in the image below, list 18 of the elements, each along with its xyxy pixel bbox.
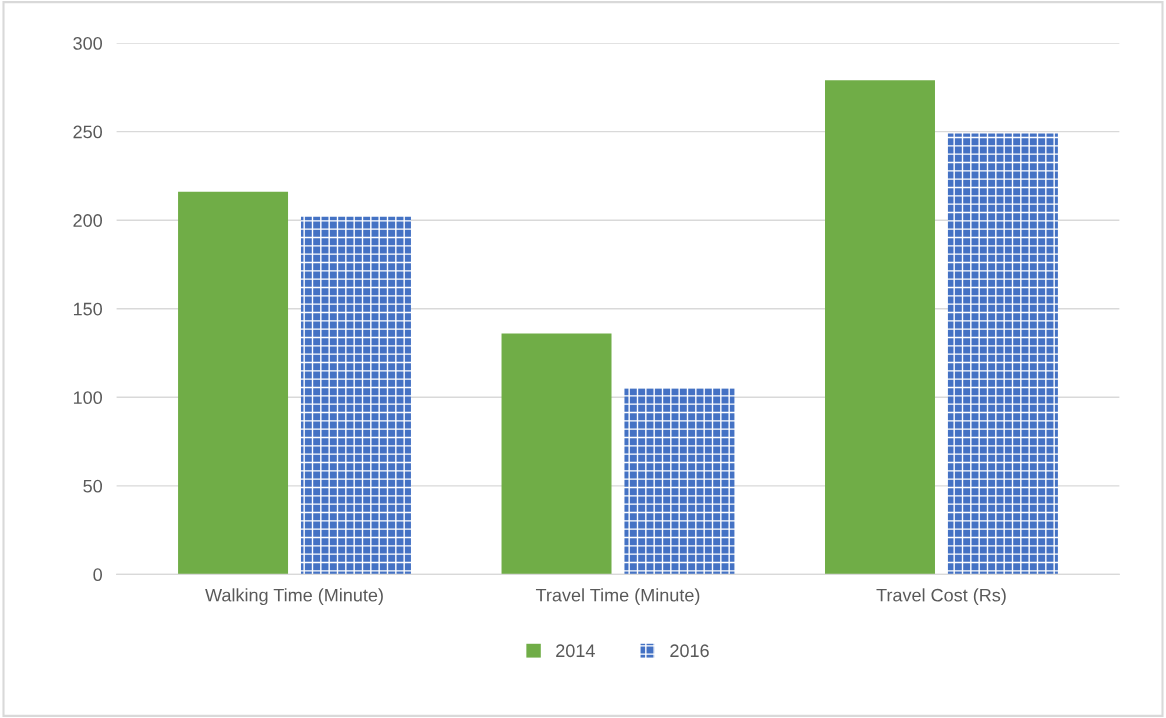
y-tick-label: 50 [83, 479, 103, 493]
legend-label: 2014 [556, 644, 595, 658]
y-tick-label: 300 [73, 37, 103, 50]
y-tick-label: 150 [73, 302, 103, 316]
x-tick-label: Travel Time (Minute) [535, 588, 700, 606]
legend-label: 2016 [670, 644, 709, 658]
bar [825, 80, 935, 575]
bar [178, 191, 289, 575]
y-tick-label: 0 [93, 568, 103, 582]
bar [947, 133, 1058, 575]
bar [300, 216, 411, 575]
bar [624, 388, 735, 575]
bar [501, 333, 612, 575]
y-tick-label: 250 [73, 125, 103, 139]
y-tick-label: 100 [73, 391, 103, 405]
x-tick-label: Walking Time (Minute) [205, 588, 383, 606]
y-tick-label: 200 [73, 214, 103, 227]
x-tick-label: Travel Cost (Rs) [876, 588, 1006, 606]
